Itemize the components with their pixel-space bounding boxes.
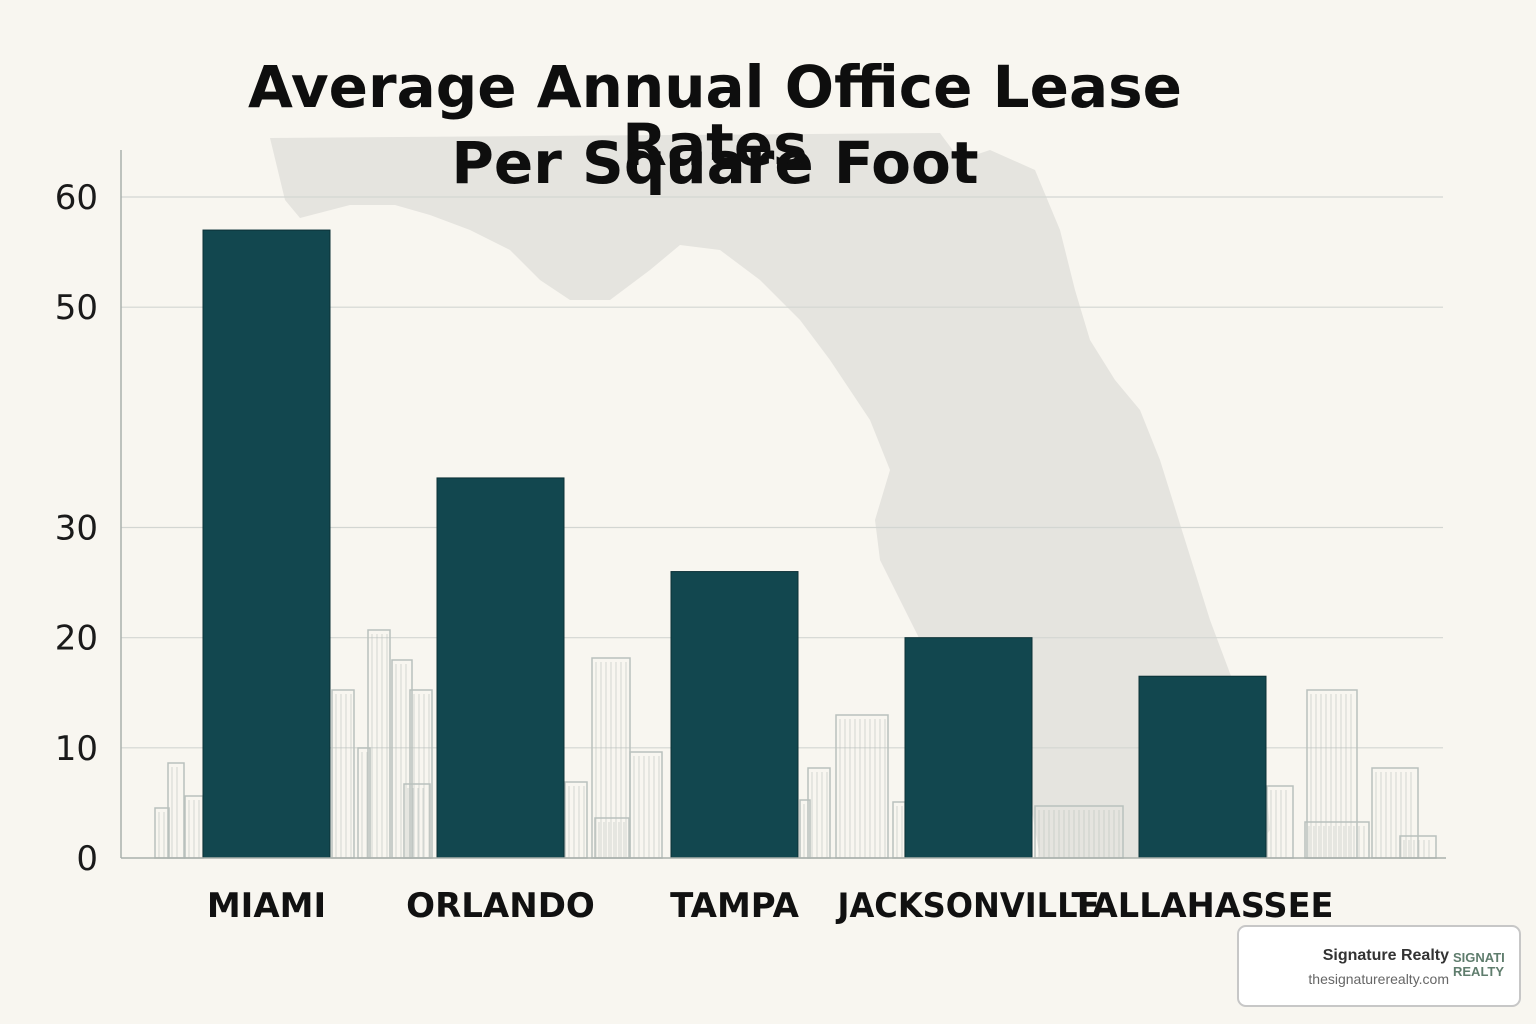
chart-title-line-2: Per Square Foot bbox=[451, 129, 979, 197]
y-tick-label: 10 bbox=[55, 729, 98, 769]
x-tick-label-miami: MIAMI bbox=[207, 886, 326, 926]
skyline-building bbox=[629, 751, 663, 859]
y-tick-label: 30 bbox=[55, 509, 98, 549]
x-tick-label-tampa: TAMPA bbox=[670, 886, 799, 926]
skyline-building bbox=[367, 629, 391, 859]
skyline-building bbox=[594, 817, 630, 859]
skyline-building bbox=[167, 762, 185, 859]
skyline-building bbox=[1266, 785, 1294, 859]
chart-title-line-1: Average Annual Office Lease Rates bbox=[248, 53, 1182, 179]
skyline-building bbox=[835, 714, 889, 859]
logo-line-2: REALTY bbox=[1453, 964, 1505, 979]
x-tick-label-tallahassee: TALLAHASSEE bbox=[1072, 886, 1334, 926]
bar-miami[interactable] bbox=[202, 229, 331, 859]
y-tick-label: 20 bbox=[55, 619, 98, 659]
skyline-building bbox=[184, 795, 204, 859]
signature-realty-logo: SIGNATI REALTY bbox=[1453, 951, 1515, 979]
skyline-building bbox=[892, 801, 906, 859]
bar-tampa[interactable] bbox=[670, 571, 799, 859]
skyline-building bbox=[391, 659, 413, 859]
bar-tallahassee[interactable] bbox=[1138, 675, 1267, 859]
skyline-building bbox=[154, 807, 170, 859]
skyline-building bbox=[1304, 821, 1370, 859]
skyline-building bbox=[409, 689, 433, 859]
y-tick-label: 0 bbox=[76, 839, 98, 879]
logo-line-1: SIGNATI bbox=[1453, 951, 1505, 965]
bar-jacksonville[interactable] bbox=[904, 637, 1033, 859]
badge-company-name: Signature Realty bbox=[1322, 947, 1449, 964]
skyline-building bbox=[1371, 767, 1419, 859]
x-tick-label-orlando: ORLANDO bbox=[406, 886, 595, 926]
skyline-building bbox=[807, 767, 831, 859]
skyline-building bbox=[331, 689, 355, 859]
signature-realty-badge[interactable]: Signature Realty thesignaturerealty.com … bbox=[1237, 925, 1521, 1007]
bar-orlando[interactable] bbox=[436, 477, 565, 859]
badge-website-url[interactable]: thesignaturerealty.com bbox=[1308, 971, 1449, 987]
skyline-building bbox=[403, 783, 431, 859]
y-tick-label: 50 bbox=[55, 288, 98, 328]
skyline-building bbox=[564, 781, 588, 859]
skyline-building bbox=[1306, 689, 1358, 859]
x-tick-label-jacksonville: JACKSONVILLE bbox=[836, 886, 1100, 926]
y-tick-label: 60 bbox=[55, 178, 98, 218]
